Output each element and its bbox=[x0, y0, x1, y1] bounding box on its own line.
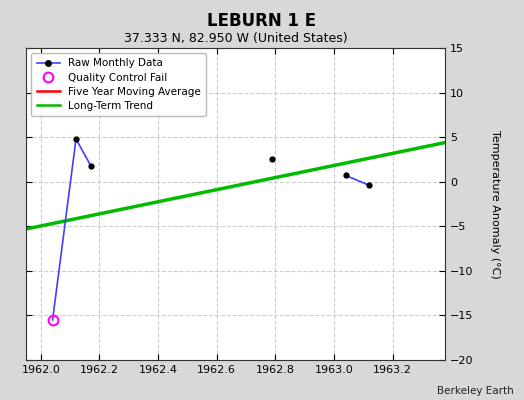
Y-axis label: Temperature Anomaly (°C): Temperature Anomaly (°C) bbox=[490, 130, 500, 278]
Text: Berkeley Earth: Berkeley Earth bbox=[437, 386, 514, 396]
Title: 37.333 N, 82.950 W (United States): 37.333 N, 82.950 W (United States) bbox=[124, 32, 347, 46]
Legend: Raw Monthly Data, Quality Control Fail, Five Year Moving Average, Long-Term Tren: Raw Monthly Data, Quality Control Fail, … bbox=[31, 53, 206, 116]
Text: LEBURN 1 E: LEBURN 1 E bbox=[208, 12, 316, 30]
